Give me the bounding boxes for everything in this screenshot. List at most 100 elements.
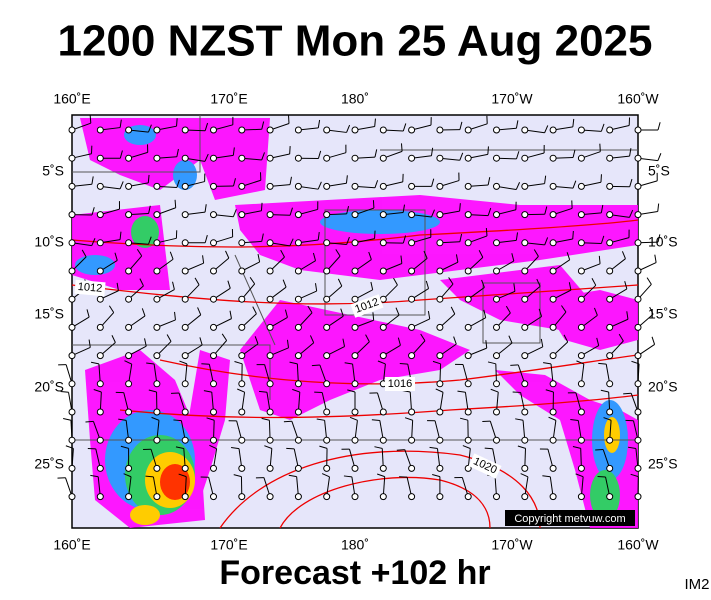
barb-station — [464, 295, 472, 303]
image-id: IM2 — [684, 576, 709, 593]
barb-station — [408, 182, 416, 190]
bottom-axis-label: 170˚E — [210, 537, 247, 553]
barb-station — [493, 323, 500, 331]
barb-flag — [576, 360, 585, 365]
barb-flag — [342, 338, 346, 347]
barb-station — [436, 211, 444, 219]
barb-flag — [629, 178, 633, 187]
barb-station — [577, 295, 585, 303]
barb-station — [266, 436, 274, 444]
barb-flag — [91, 176, 94, 185]
barb-station — [210, 493, 217, 501]
barb-flag — [176, 148, 179, 157]
barb-flag — [485, 340, 488, 349]
barb-flag — [221, 333, 228, 341]
barb-station — [493, 154, 500, 162]
barb-flag — [459, 152, 464, 161]
barb-station — [238, 295, 246, 303]
barb-flag — [249, 277, 256, 285]
barb-station — [521, 323, 529, 331]
barb-flag — [147, 174, 150, 183]
barb-station — [125, 352, 133, 360]
barb-station — [96, 126, 104, 134]
barb-station — [125, 182, 133, 190]
barb-station — [125, 295, 133, 303]
top-axis-label: 160˚E — [53, 91, 90, 107]
barb-flag — [598, 255, 601, 264]
barb-flag — [629, 209, 634, 218]
barb-station — [96, 493, 104, 501]
barb-station — [464, 126, 472, 134]
barb-flag — [232, 209, 237, 217]
barb-station — [379, 126, 387, 134]
barb-flag — [649, 306, 654, 315]
barb-station — [351, 380, 359, 388]
barb-station — [181, 408, 189, 416]
wind-barbs — [57, 115, 662, 501]
barb-flag — [572, 180, 577, 189]
barb-station — [521, 267, 529, 275]
barb-station — [634, 295, 642, 303]
barb-station — [436, 464, 444, 472]
barb-station — [125, 408, 133, 416]
barb-flag — [234, 361, 243, 365]
barb-flag — [317, 119, 321, 128]
left-axis-label: 20˚S — [34, 379, 64, 395]
barb-flag — [543, 362, 552, 365]
barb-station — [379, 239, 387, 247]
barb-station — [577, 126, 585, 134]
barb-station — [210, 126, 217, 134]
barb-flag — [175, 446, 184, 449]
barb-station — [436, 352, 444, 360]
left-axis-label: 15˚S — [34, 306, 64, 322]
barb-station — [351, 211, 359, 219]
barb-flag — [538, 308, 543, 317]
barb-flag — [624, 281, 628, 290]
barb-station — [68, 380, 76, 388]
barb-flag — [533, 249, 539, 257]
barb-station — [210, 408, 217, 416]
barb-flag — [148, 389, 157, 393]
barb-station — [408, 154, 416, 162]
barb-station — [606, 464, 614, 472]
barb-station — [577, 493, 585, 501]
barb-flag — [257, 253, 261, 263]
barb-station — [125, 126, 133, 134]
barb-station — [521, 126, 529, 134]
barb-flag — [657, 203, 660, 212]
barb-station — [181, 154, 189, 162]
barb-flag — [345, 175, 348, 184]
barb-station — [153, 211, 161, 219]
left-axis-label: 25˚S — [34, 456, 64, 472]
barb-station — [351, 493, 359, 501]
barb-flag — [568, 282, 572, 291]
barb-station — [181, 182, 189, 190]
barb-station — [408, 295, 416, 303]
barb-station — [266, 352, 274, 360]
barb-flag — [572, 149, 576, 158]
barb-station — [294, 408, 302, 416]
barb-station — [549, 408, 557, 416]
barb-station — [606, 182, 614, 190]
barb-station — [153, 295, 161, 303]
barb-station — [606, 408, 614, 416]
barb-flag — [600, 235, 605, 244]
barb-station — [351, 239, 359, 247]
barb-flag — [346, 206, 350, 215]
barb-flag — [598, 362, 607, 365]
barb-station — [464, 154, 472, 162]
barb-station — [379, 436, 387, 444]
barb-flag — [631, 360, 640, 365]
barb-station — [577, 239, 585, 247]
barb-station — [634, 126, 642, 134]
barb-station — [436, 154, 444, 162]
barb-station — [125, 154, 133, 162]
barb-station — [606, 239, 614, 247]
barb-flag — [423, 250, 428, 259]
barb-flag — [575, 473, 584, 478]
barb-flag — [148, 205, 151, 214]
barb-flag — [108, 305, 115, 313]
barb-station — [521, 182, 529, 190]
barb-station — [96, 436, 104, 444]
barb-station — [549, 182, 557, 190]
